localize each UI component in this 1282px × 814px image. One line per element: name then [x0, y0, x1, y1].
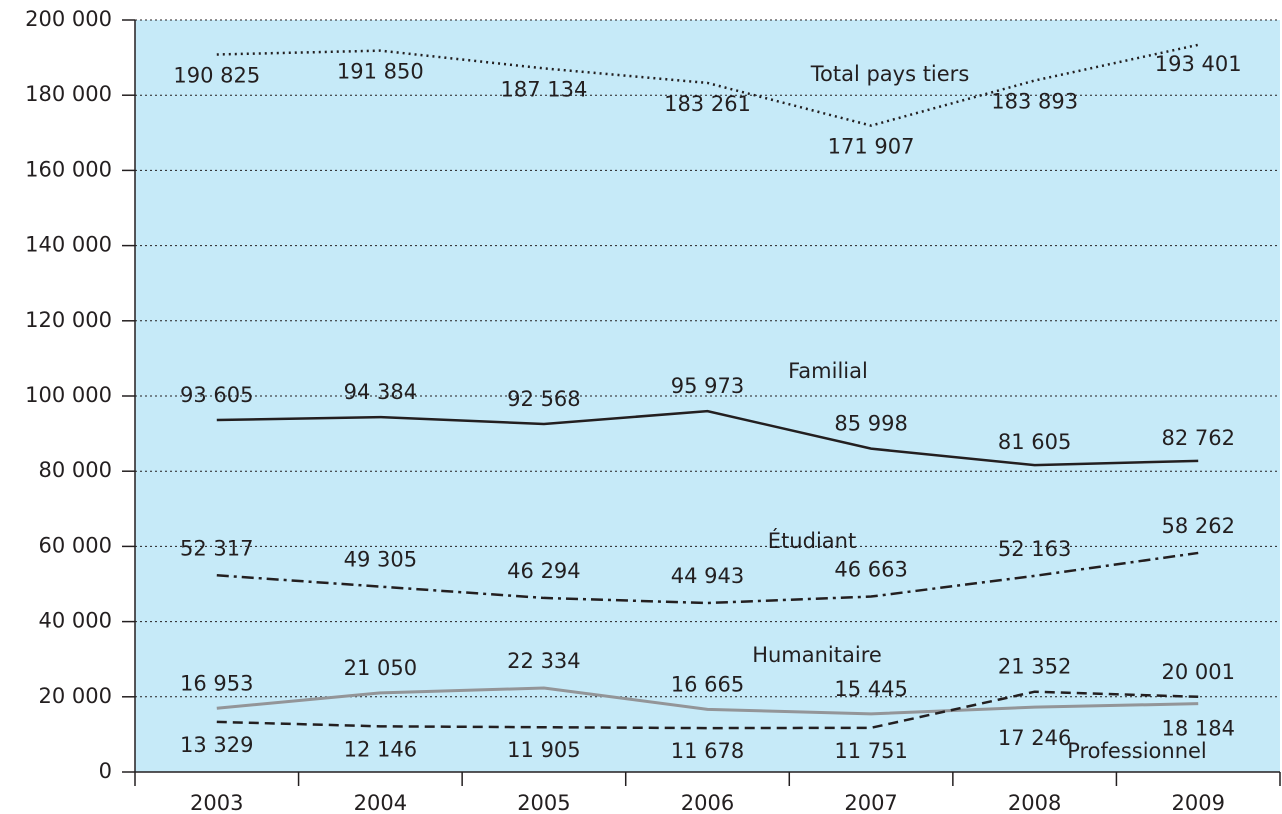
data-label: 183 893 — [991, 90, 1078, 114]
series-name: Professionnel — [1067, 739, 1207, 763]
x-tick-label: 2006 — [681, 791, 734, 814]
y-tick-label: 20 000 — [39, 684, 112, 708]
data-label: 81 605 — [998, 430, 1071, 454]
data-label: 52 163 — [998, 537, 1071, 561]
y-tick-label: 60 000 — [39, 533, 112, 557]
data-label: 22 334 — [507, 649, 580, 673]
data-label: 85 998 — [834, 412, 907, 436]
series-line — [216, 690, 1199, 730]
data-label: 190 825 — [173, 63, 260, 87]
data-label: 44 943 — [671, 564, 744, 588]
series-line — [216, 43, 1199, 127]
series-name: Étudiant — [768, 528, 856, 553]
data-label: 82 762 — [1161, 426, 1234, 450]
data-label: 21 352 — [998, 655, 1071, 679]
y-tick-label: 200 000 — [25, 7, 112, 31]
series-line — [216, 409, 1199, 467]
data-label: 18 184 — [1161, 717, 1234, 741]
data-label: 95 973 — [671, 374, 744, 398]
data-label: 12 146 — [344, 737, 417, 761]
y-tick-label: 140 000 — [25, 233, 112, 257]
data-label: 21 050 — [344, 656, 417, 680]
x-tick-label: 2004 — [354, 791, 407, 814]
data-label: 94 384 — [344, 380, 417, 404]
data-label: 11 678 — [671, 739, 744, 763]
data-label: 92 568 — [507, 387, 580, 411]
data-label: 58 262 — [1161, 514, 1234, 538]
data-label: 16 665 — [671, 672, 744, 696]
x-tick-label: 2005 — [517, 791, 570, 814]
data-label: 11 751 — [834, 739, 907, 763]
y-tick-label: 160 000 — [25, 157, 112, 181]
data-label: 193 401 — [1155, 52, 1242, 76]
x-tick-label: 2007 — [844, 791, 897, 814]
data-label: 46 294 — [507, 559, 580, 583]
data-label: 15 445 — [834, 677, 907, 701]
y-tick-label: 120 000 — [25, 308, 112, 332]
series-line — [216, 686, 1199, 716]
data-label: 191 850 — [337, 60, 424, 84]
data-label: 13 329 — [180, 733, 253, 757]
data-label: 16 953 — [180, 671, 253, 695]
data-label: 49 305 — [344, 548, 417, 572]
data-label: 17 246 — [998, 726, 1071, 750]
y-tick-label: 180 000 — [25, 82, 112, 106]
data-label: 52 317 — [180, 536, 253, 560]
y-tick-label: 80 000 — [39, 458, 112, 482]
data-label: 11 905 — [507, 738, 580, 762]
y-tick-label: 100 000 — [25, 383, 112, 407]
series-name: Familial — [788, 359, 868, 383]
series-name: Humanitaire — [752, 643, 882, 667]
y-tick-label: 0 — [99, 759, 112, 783]
data-label: 187 134 — [501, 77, 588, 101]
series-name: Total pays tiers — [810, 62, 970, 86]
data-label: 171 907 — [828, 135, 915, 159]
x-tick-label: 2003 — [190, 791, 243, 814]
data-label: 20 001 — [1161, 660, 1234, 684]
data-label: 93 605 — [180, 383, 253, 407]
x-tick-label: 2008 — [1008, 791, 1061, 814]
data-label: 183 261 — [664, 92, 751, 116]
x-tick-label: 2009 — [1171, 791, 1224, 814]
data-label: 46 663 — [834, 558, 907, 582]
y-tick-label: 40 000 — [39, 609, 112, 633]
